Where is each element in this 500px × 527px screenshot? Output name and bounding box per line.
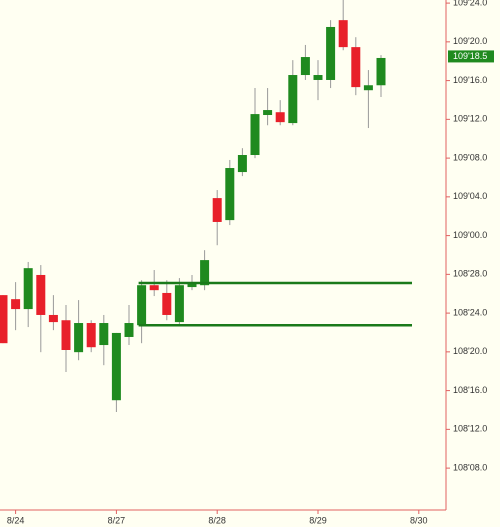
candle-body: [111, 332, 121, 401]
candle-body: [237, 155, 247, 173]
candle-body: [300, 57, 310, 76]
last-price-box: [448, 50, 494, 63]
candle-body: [74, 323, 84, 353]
x-tick-label: 8/30: [410, 515, 428, 525]
candle-body: [23, 268, 33, 310]
y-tick-label: 109'16.0: [453, 75, 487, 85]
y-tick-label: 108'20.0: [453, 346, 487, 356]
x-tick-label: 8/29: [309, 515, 327, 525]
y-tick-label: 109'08.0: [453, 152, 487, 162]
candle-body: [288, 75, 298, 124]
candle-body: [99, 323, 109, 346]
candle-body: [275, 112, 285, 123]
candle-body: [61, 320, 71, 350]
y-tick-label: 108'24.0: [453, 307, 487, 317]
candle-body: [149, 285, 159, 291]
y-tick-label: 109'20.0: [453, 36, 487, 46]
y-tick-label: 109'24.0: [453, 0, 487, 7]
candle-body: [250, 114, 260, 156]
candle-body: [174, 285, 184, 323]
y-tick-label: 108'12.0: [453, 424, 487, 434]
candle-body: [263, 110, 273, 116]
candle-body: [376, 57, 386, 86]
candle-body: [162, 292, 172, 315]
y-tick-label: 109'00.0: [453, 230, 487, 240]
candle-body: [212, 198, 222, 222]
candle-body: [313, 75, 323, 80]
x-tick-label: 8/27: [108, 515, 126, 525]
candle-body: [36, 274, 46, 315]
candle-body: [11, 299, 21, 310]
candle-body: [86, 323, 96, 348]
candle-body: [326, 26, 336, 80]
candle-body: [351, 47, 361, 88]
candle-body: [187, 283, 197, 288]
candle-body: [225, 168, 235, 221]
candle-body: [0, 295, 8, 344]
x-tick-label: 8/24: [7, 515, 25, 525]
y-tick-label: 108'08.0: [453, 462, 487, 472]
candle-body: [363, 85, 373, 91]
x-tick-label: 8/28: [208, 515, 226, 525]
last-price-label: 109'18.5: [453, 51, 487, 61]
y-tick-label: 108'16.0: [453, 385, 487, 395]
candle-body: [338, 20, 348, 48]
candle-body: [200, 260, 210, 286]
y-tick-label: 109'04.0: [453, 191, 487, 201]
candle-body: [124, 323, 134, 337]
y-tick-label: 108'28.0: [453, 269, 487, 279]
y-tick-label: 109'12.0: [453, 114, 487, 124]
candle-body: [48, 314, 58, 323]
candle-body: [137, 285, 147, 326]
